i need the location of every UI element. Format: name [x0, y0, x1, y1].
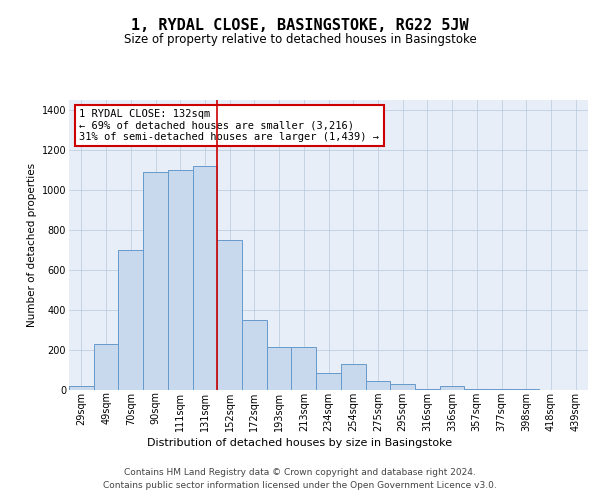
Bar	[440, 386, 464, 390]
Bar	[365, 381, 390, 390]
Text: 1 RYDAL CLOSE: 132sqm
← 69% of detached houses are smaller (3,216)
31% of semi-d: 1 RYDAL CLOSE: 132sqm ← 69% of detached …	[79, 108, 379, 142]
Bar	[118, 250, 143, 390]
Text: Contains HM Land Registry data © Crown copyright and database right 2024.: Contains HM Land Registry data © Crown c…	[124, 468, 476, 477]
Bar	[390, 384, 415, 390]
Bar	[316, 373, 341, 390]
Text: Contains public sector information licensed under the Open Government Licence v3: Contains public sector information licen…	[103, 480, 497, 490]
Text: Size of property relative to detached houses in Basingstoke: Size of property relative to detached ho…	[124, 32, 476, 46]
Bar	[242, 320, 267, 390]
Bar	[143, 172, 168, 390]
Text: Distribution of detached houses by size in Basingstoke: Distribution of detached houses by size …	[148, 438, 452, 448]
Bar	[94, 344, 118, 390]
Bar	[193, 166, 217, 390]
Bar	[489, 389, 514, 390]
Bar	[267, 347, 292, 390]
Bar	[292, 347, 316, 390]
Bar	[341, 364, 365, 390]
Bar	[217, 240, 242, 390]
Bar	[415, 389, 440, 390]
Text: 1, RYDAL CLOSE, BASINGSTOKE, RG22 5JW: 1, RYDAL CLOSE, BASINGSTOKE, RG22 5JW	[131, 18, 469, 32]
Bar	[168, 170, 193, 390]
Bar	[69, 386, 94, 390]
Bar	[464, 389, 489, 390]
Y-axis label: Number of detached properties: Number of detached properties	[28, 163, 37, 327]
